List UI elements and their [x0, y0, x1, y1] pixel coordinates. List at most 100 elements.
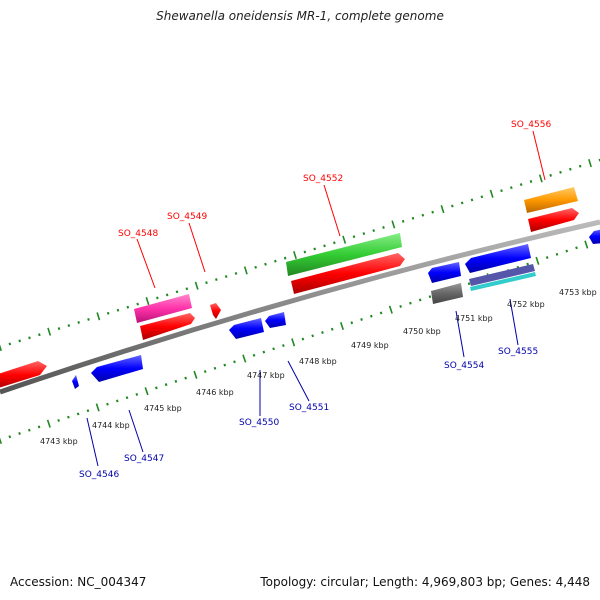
minor-tick [529, 180, 533, 183]
gene-label-so-4554[interactable]: SO_4554 [444, 361, 484, 371]
gene-arrow[interactable] [286, 233, 402, 276]
minor-tick [174, 379, 178, 383]
minor-tick [480, 195, 484, 199]
scale-label: 4750 kbp [403, 327, 441, 336]
minor-tick [37, 425, 41, 429]
gene-arrow[interactable] [140, 313, 195, 340]
minor-tick [382, 226, 385, 229]
gene-arrow[interactable] [589, 229, 600, 244]
minor-tick [18, 339, 21, 343]
minor-tick [409, 301, 412, 305]
scale-label: 4753 kbp [559, 288, 597, 297]
minor-tick [526, 262, 529, 266]
gene-label-so-4547[interactable]: SO_4547 [124, 454, 164, 464]
minor-tick [418, 298, 422, 302]
gene-arrow[interactable] [265, 312, 286, 328]
gene-label-so-4551[interactable]: SO_4551 [289, 403, 329, 413]
minor-tick [362, 232, 366, 236]
minor-tick [164, 383, 168, 387]
minor-tick [67, 415, 70, 419]
minor-tick [555, 252, 559, 256]
gene-label-so-4546[interactable]: SO_4546 [79, 470, 119, 480]
minor-tick [272, 347, 275, 351]
minor-tick [519, 183, 523, 187]
major-tick [391, 220, 396, 229]
gene-label-so-4548[interactable]: SO_4548 [118, 229, 158, 239]
scale-label: 4746 kbp [196, 388, 234, 397]
minor-tick [431, 210, 434, 214]
minor-tick [234, 272, 238, 275]
gene-label-so-4556[interactable]: SO_4556 [511, 120, 551, 130]
gene-label-so-4550[interactable]: SO_4550 [239, 418, 279, 428]
minor-tick [125, 396, 129, 400]
minor-tick [330, 327, 334, 331]
minor-tick [155, 386, 158, 390]
minor-tick [126, 305, 130, 309]
major-tick [144, 387, 149, 396]
gene-arrow[interactable] [465, 244, 531, 273]
bottom-label-lines [86, 298, 519, 467]
major-tick [46, 419, 51, 428]
gene-arrow[interactable] [229, 318, 264, 339]
gene-arrow[interactable] [134, 294, 192, 323]
minor-tick [379, 311, 383, 315]
major-tick [95, 403, 100, 412]
minor-tick [301, 337, 305, 341]
genome-backbone [0, 219, 600, 395]
minor-tick [421, 213, 425, 217]
minor-tick [215, 278, 218, 282]
gene-label-so-4549[interactable]: SO_4549 [167, 212, 207, 222]
major-tick [538, 174, 543, 183]
gene-arrow[interactable] [428, 262, 461, 283]
minor-tick [116, 308, 120, 312]
minor-tick [545, 256, 549, 260]
minor-tick [575, 246, 578, 250]
major-tick [0, 344, 2, 352]
minor-tick [184, 376, 187, 380]
gene-arrow[interactable] [0, 361, 47, 389]
major-tick [339, 321, 345, 331]
major-tick [193, 370, 198, 379]
gene-arrow[interactable] [528, 208, 579, 232]
minor-tick [559, 170, 562, 174]
minor-tick [156, 296, 159, 300]
minor-tick [460, 201, 464, 205]
gene-arrow[interactable] [210, 303, 221, 319]
minor-tick [67, 324, 71, 327]
gene-arrow[interactable] [72, 375, 79, 389]
top-label-lines [136, 130, 546, 289]
gene-arrow[interactable] [469, 264, 535, 286]
minor-tick [8, 342, 12, 346]
minor-tick [86, 409, 90, 413]
minor-tick [18, 432, 21, 435]
minor-tick [106, 311, 110, 315]
minor-tick [27, 428, 31, 432]
minor-tick [38, 333, 41, 337]
gene-arrow[interactable] [470, 272, 536, 291]
gene-label-so-4552[interactable]: SO_4552 [303, 174, 343, 184]
minor-tick [136, 302, 139, 306]
minor-tick [233, 360, 236, 364]
gene-arrow[interactable] [291, 253, 405, 294]
minor-tick [510, 186, 513, 190]
gene-arrow[interactable] [91, 355, 143, 382]
major-tick [194, 281, 199, 290]
minor-tick [372, 229, 375, 232]
scale-label: 4743 kbp [40, 437, 78, 446]
minor-tick [451, 204, 454, 208]
gene-arrow[interactable] [431, 283, 463, 304]
accession-text: Accession: NC_004347 [10, 575, 147, 589]
minor-tick [264, 262, 267, 266]
scale-label: 4752 kbp [507, 300, 545, 309]
gene-label-so-4555[interactable]: SO_4555 [498, 347, 538, 357]
minor-tick [428, 295, 432, 299]
minor-tick [470, 198, 474, 202]
gene-arrow[interactable] [524, 187, 578, 213]
minor-tick [224, 275, 228, 278]
minor-tick [175, 290, 179, 294]
minor-tick [203, 370, 207, 374]
minor-tick [323, 244, 326, 248]
minor-tick [500, 189, 503, 193]
major-tick [0, 437, 3, 445]
